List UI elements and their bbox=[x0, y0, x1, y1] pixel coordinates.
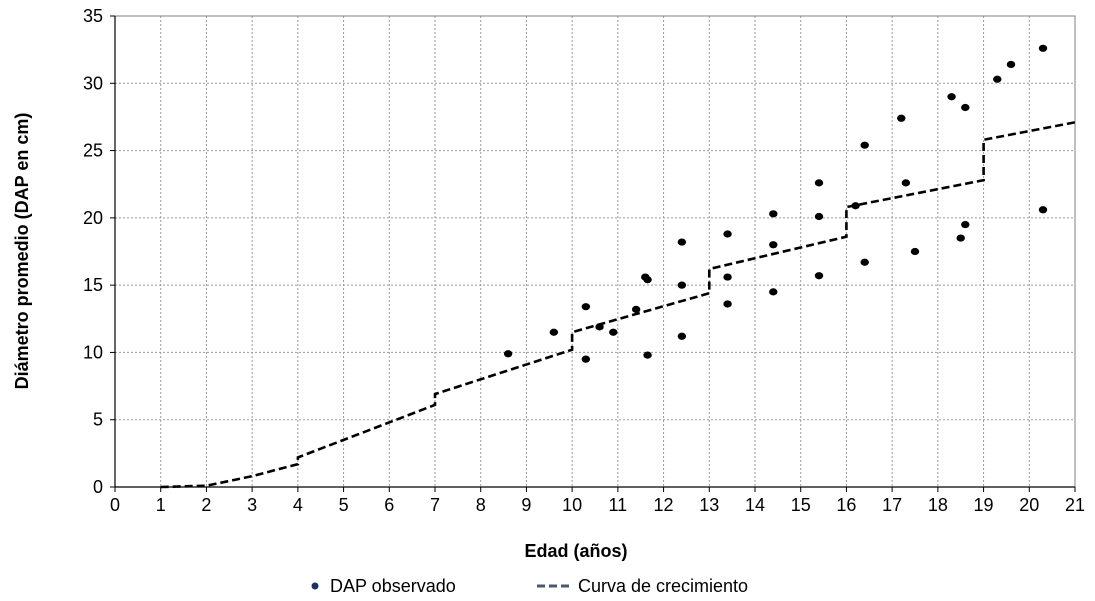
point-dap-observado-24 bbox=[860, 258, 869, 266]
point-dap-observado-25 bbox=[897, 114, 906, 122]
point-dap-observado-1 bbox=[549, 328, 559, 336]
x-tick-label-13: 13 bbox=[699, 495, 719, 515]
x-tick-label-1: 1 bbox=[156, 495, 166, 515]
x-tick-label-21: 21 bbox=[1065, 495, 1085, 515]
point-dap-observado-4 bbox=[595, 323, 604, 331]
point-dap-observado-2 bbox=[581, 303, 591, 311]
x-tick-label-14: 14 bbox=[745, 495, 765, 515]
x-tick-label-18: 18 bbox=[928, 495, 948, 515]
legend: DAP observado Curva de crecimiento bbox=[311, 576, 748, 596]
point-dap-observado-19 bbox=[814, 179, 824, 187]
point-dap-observado-6 bbox=[631, 305, 641, 313]
y-tick-label-10: 10 bbox=[83, 342, 103, 362]
y-tick-label-30: 30 bbox=[83, 73, 103, 93]
point-dap-observado-8 bbox=[643, 276, 652, 284]
x-tick-label-9: 9 bbox=[521, 495, 531, 515]
x-tick-label-17: 17 bbox=[882, 495, 902, 515]
y-tick-label-15: 15 bbox=[83, 275, 103, 295]
x-tick-label-19: 19 bbox=[974, 495, 994, 515]
legend-label-dap-observado: DAP observado bbox=[330, 576, 456, 596]
x-axis-title: Edad (años) bbox=[524, 541, 627, 561]
plot-area bbox=[114, 15, 1076, 488]
x-tick-label-0: 0 bbox=[110, 495, 120, 515]
x-tick-label-5: 5 bbox=[339, 495, 349, 515]
point-dap-observado-31 bbox=[961, 220, 970, 229]
point-dap-observado-32 bbox=[993, 75, 1002, 83]
point-dap-observado-20 bbox=[814, 212, 824, 221]
points-layer bbox=[503, 44, 1048, 363]
legend-label-curva-de-crecimiento: Curva de crecimiento bbox=[578, 576, 748, 596]
point-dap-observado-15 bbox=[723, 300, 732, 308]
x-tick-label-11: 11 bbox=[609, 495, 628, 515]
y-tick-label-35: 35 bbox=[83, 6, 103, 26]
point-dap-observado-28 bbox=[947, 93, 956, 101]
x-tick-label-12: 12 bbox=[654, 495, 674, 515]
x-tick-label-20: 20 bbox=[1019, 495, 1039, 515]
x-tick-label-7: 7 bbox=[430, 495, 440, 515]
y-tick-label-5: 5 bbox=[93, 410, 103, 430]
point-dap-observado-34 bbox=[1038, 44, 1048, 52]
point-dap-observado-21 bbox=[814, 272, 824, 280]
point-dap-observado-13 bbox=[723, 230, 732, 238]
x-tick-label-10: 10 bbox=[562, 495, 582, 515]
point-dap-observado-30 bbox=[961, 103, 970, 112]
x-tick-label-3: 3 bbox=[247, 495, 257, 515]
point-dap-observado-27 bbox=[910, 247, 920, 256]
y-tick-label-20: 20 bbox=[83, 208, 103, 228]
point-dap-observado-9 bbox=[643, 351, 652, 359]
y-tick-label-0: 0 bbox=[93, 477, 103, 497]
axes bbox=[110, 15, 1076, 492]
series-curva-de-crecimiento-line bbox=[160, 121, 1076, 489]
point-dap-observado-26 bbox=[901, 179, 911, 187]
y-tick-labels: 0 5 10 15 20 25 30 35 bbox=[83, 6, 103, 497]
point-dap-observado-29 bbox=[956, 234, 965, 242]
y-axis-title: Diámetro promedio (DAP en cm) bbox=[12, 113, 32, 390]
x-tick-label-6: 6 bbox=[384, 495, 394, 515]
grid bbox=[115, 16, 1075, 487]
point-dap-observado-5 bbox=[609, 328, 618, 336]
x-tick-label-16: 16 bbox=[836, 495, 856, 515]
x-tick-label-2: 2 bbox=[201, 495, 211, 515]
point-dap-observado-3 bbox=[581, 355, 591, 363]
x-tick-label-4: 4 bbox=[293, 495, 303, 515]
point-dap-observado-23 bbox=[860, 141, 869, 149]
x-tick-label-15: 15 bbox=[791, 495, 811, 515]
x-tick-labels: 0 1 2 3 4 5 6 7 8 9 10 11 12 13 14 15 16 17 18 19 20 21 bbox=[110, 495, 1085, 515]
legend-marker-dap-observado bbox=[311, 582, 319, 590]
y-tick-label-25: 25 bbox=[83, 141, 103, 161]
point-dap-observado-14 bbox=[723, 273, 732, 281]
point-dap-observado-12 bbox=[677, 332, 687, 340]
point-dap-observado-0 bbox=[503, 350, 513, 358]
point-dap-observado-18 bbox=[769, 288, 778, 296]
point-dap-observado-22 bbox=[851, 202, 860, 210]
curve-layer bbox=[160, 121, 1076, 489]
point-dap-observado-10 bbox=[677, 238, 687, 246]
point-dap-observado-16 bbox=[769, 210, 778, 218]
point-dap-observado-33 bbox=[1006, 60, 1016, 69]
point-dap-observado-11 bbox=[677, 281, 687, 289]
x-tick-label-8: 8 bbox=[476, 495, 486, 515]
point-dap-observado-17 bbox=[769, 241, 778, 249]
point-dap-observado-35 bbox=[1038, 206, 1048, 214]
